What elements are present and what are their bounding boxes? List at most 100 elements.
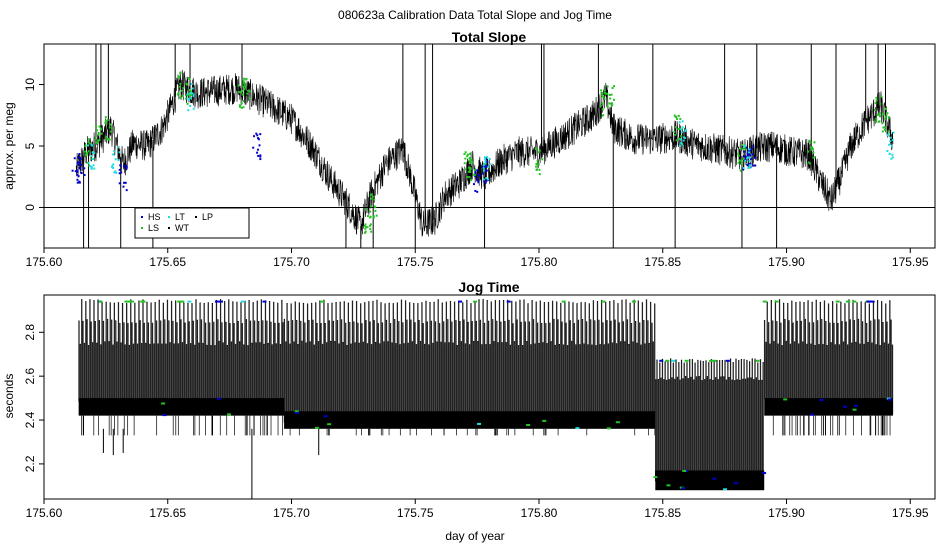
marker-hs <box>78 181 81 184</box>
marker-ls <box>242 106 245 109</box>
marker-ls <box>468 159 471 162</box>
marker-hs <box>252 146 255 149</box>
marker-ls <box>606 85 609 88</box>
marker-ls <box>97 131 100 134</box>
marker-ls <box>469 166 472 169</box>
marker-ls <box>370 230 373 233</box>
jog-time-marker <box>725 359 730 362</box>
marker-hs <box>259 133 262 136</box>
marker-lt <box>93 167 96 170</box>
marker-ls <box>463 153 466 156</box>
marker-lt <box>748 160 751 163</box>
marker-ls <box>374 206 377 209</box>
marker-ls <box>535 168 538 171</box>
marker-ls <box>87 141 90 144</box>
marker-lt <box>191 92 194 95</box>
marker-hs <box>76 170 79 173</box>
marker-ls <box>887 116 890 119</box>
marker-lt <box>189 97 192 100</box>
figure-title: 080623a Calibration Data Total Slope and… <box>338 8 612 22</box>
jog-time-marker <box>187 300 192 303</box>
marker-lt <box>679 138 682 141</box>
legend-swatch-ls <box>141 227 143 229</box>
marker-ls <box>469 168 472 171</box>
legend-label-lt: LT <box>175 212 185 222</box>
jog-time-marker <box>327 423 332 426</box>
marker-hs <box>257 148 260 151</box>
marker-ls <box>374 209 377 212</box>
marker-ls <box>88 142 91 145</box>
marker-ls <box>242 80 245 83</box>
marker-hs <box>119 164 122 167</box>
marker-hs <box>73 157 76 160</box>
marker-ls <box>601 102 604 105</box>
marker-lt <box>111 165 114 168</box>
jog-time-marker <box>473 300 478 303</box>
marker-ls <box>535 162 538 165</box>
marker-lt <box>484 162 487 165</box>
marker-ls <box>807 161 810 164</box>
marker-lt <box>682 139 685 142</box>
x-tick-label: 175.70 <box>273 506 310 520</box>
marker-lt <box>192 93 195 96</box>
marker-hs <box>120 171 123 174</box>
x-tick-label: 175.80 <box>521 255 558 269</box>
marker-hs <box>256 151 259 154</box>
marker-hs <box>83 167 86 170</box>
marker-hs <box>118 182 121 185</box>
marker-hs <box>122 185 125 188</box>
jog-time-marker <box>671 359 676 362</box>
marker-ls <box>881 130 884 133</box>
y-tick-label: 5 <box>23 142 37 149</box>
marker-lt <box>683 137 686 140</box>
jog-time-marker <box>177 300 182 303</box>
marker-ls <box>609 97 612 100</box>
marker-ls <box>364 225 367 228</box>
marker-hs <box>743 155 746 158</box>
marker-ls <box>610 102 613 105</box>
marker-ls <box>186 94 189 97</box>
jog-time-marker <box>665 359 670 362</box>
jog-time-marker <box>227 413 232 416</box>
marker-lt <box>748 166 751 169</box>
marker-lt <box>889 136 892 139</box>
marker-hs <box>476 190 479 193</box>
marker-ls <box>887 130 890 133</box>
marker-ls <box>179 85 182 88</box>
marker-ls <box>807 150 810 153</box>
marker-ls <box>109 123 112 126</box>
marker-ls <box>468 167 471 170</box>
jog-time-marker <box>601 300 606 303</box>
marker-ls <box>606 92 609 95</box>
marker-hs <box>484 181 487 184</box>
marker-ls <box>541 158 544 161</box>
jog-time-ylabel: seconds <box>2 374 16 419</box>
jog-time-marker <box>870 300 875 303</box>
marker-lt <box>90 166 93 169</box>
marker-hs <box>482 172 485 175</box>
marker-ls <box>179 82 182 85</box>
marker-ls <box>470 158 473 161</box>
jog-time-marker <box>216 397 221 400</box>
x-axis-label: day of year <box>445 529 504 543</box>
jog-time-marker <box>141 300 146 303</box>
marker-lt <box>114 158 117 161</box>
jog-time-marker <box>774 300 779 303</box>
marker-hs <box>752 164 755 167</box>
marker-ls <box>534 147 537 150</box>
marker-hs <box>476 179 479 182</box>
marker-ls <box>811 148 814 151</box>
jog-time-series-line <box>78 299 284 416</box>
marker-hs <box>71 169 74 172</box>
marker-ls <box>883 128 886 131</box>
marker-ls <box>363 231 366 234</box>
marker-hs <box>255 132 258 135</box>
y-tick-label: 2.2 <box>23 455 37 472</box>
marker-ls <box>95 129 98 132</box>
marker-ls <box>88 164 91 167</box>
marker-ls <box>601 95 604 98</box>
marker-ls <box>370 193 373 196</box>
marker-lt <box>682 136 685 139</box>
marker-ls <box>737 152 740 155</box>
